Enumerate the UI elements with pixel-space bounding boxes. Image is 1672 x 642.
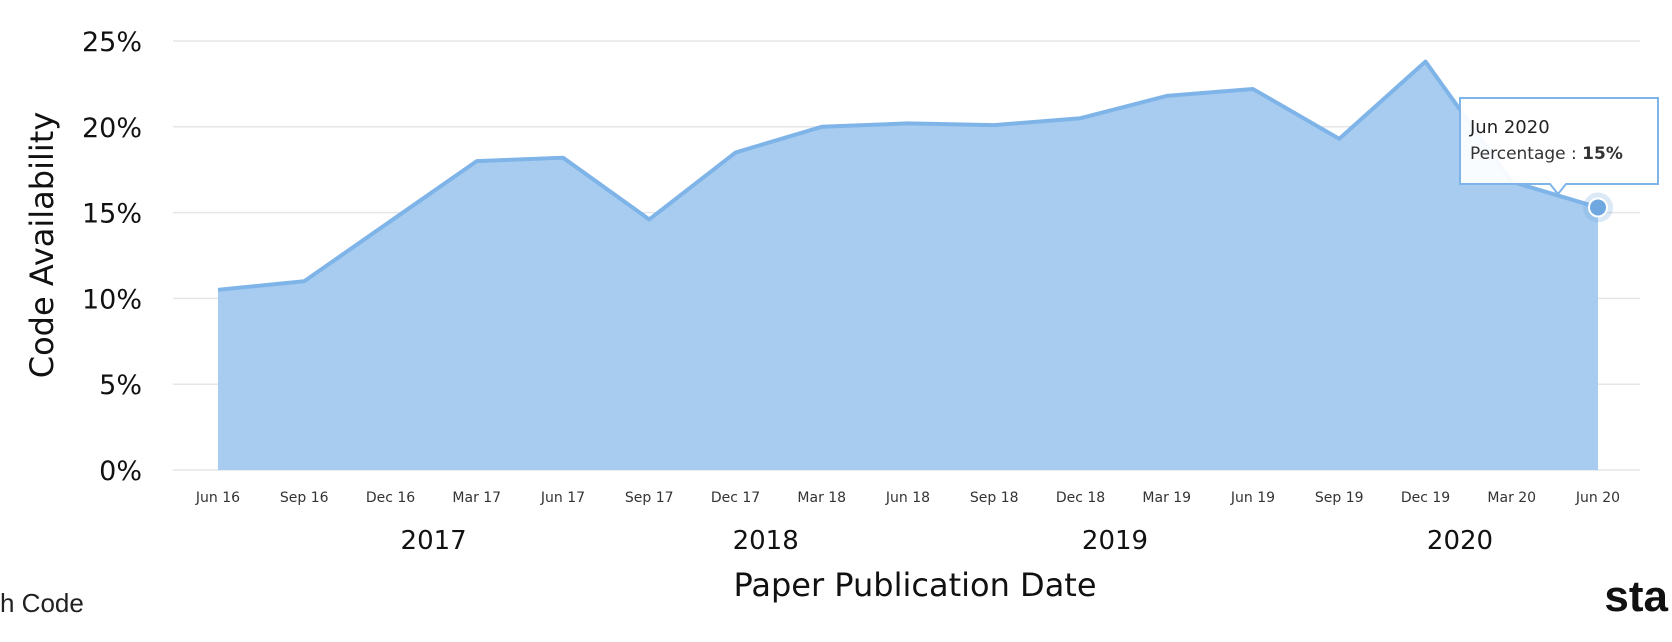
x-tick-label: Sep 17 — [625, 490, 674, 506]
tooltip-body: Percentage : 15% — [1470, 144, 1623, 164]
y-axis-ticks: 0% 5% 10% 15% 20% 25% — [82, 27, 142, 487]
footer-left-text: h Code — [0, 588, 84, 618]
series-line — [217, 59, 1599, 292]
x-tick-label: Jun 20 — [1575, 490, 1620, 506]
area-fill — [218, 61, 1598, 470]
x-tick-label: Mar 17 — [452, 490, 501, 506]
x-tick-label: Dec 18 — [1056, 490, 1105, 506]
footer-right-logo-text: sta — [1604, 572, 1668, 621]
x-axis-title: Paper Publication Date — [733, 566, 1096, 604]
y-tick-label: 15% — [82, 199, 142, 230]
x-tick-label: Sep 18 — [970, 490, 1019, 506]
year-label: 2017 — [401, 526, 467, 556]
x-axis-ticks: Jun 16 Sep 16 Dec 16 Mar 17 Jun 17 Sep 17 Dec … — [195, 490, 1620, 506]
y-tick-label: 5% — [99, 370, 142, 401]
y-tick-label: 10% — [82, 284, 142, 315]
x-tick-label: Mar 19 — [1142, 490, 1191, 506]
tooltip-value: 15% — [1582, 144, 1623, 164]
y-tick-label: 0% — [99, 456, 142, 487]
x-tick-label: Mar 20 — [1487, 490, 1536, 506]
year-label: 2019 — [1082, 526, 1148, 556]
y-tick-label: 20% — [82, 113, 142, 144]
year-label: 2020 — [1427, 526, 1493, 556]
y-axis-title: Code Availability — [23, 112, 61, 379]
tooltip-label: Percentage : — [1470, 144, 1582, 164]
x-tick-label: Mar 18 — [797, 490, 846, 506]
x-tick-label: Dec 19 — [1401, 490, 1450, 506]
tooltip-title: Jun 2020 — [1469, 117, 1550, 138]
x-tick-label: Jun 16 — [195, 490, 240, 506]
year-label: 2018 — [733, 526, 799, 556]
series-area — [217, 59, 1613, 470]
tooltip-box — [1459, 97, 1659, 196]
x-tick-label: Sep 16 — [280, 490, 329, 506]
y-tick-label: 25% — [82, 27, 142, 58]
x-tick-label: Dec 17 — [711, 490, 760, 506]
x-tick-label: Jun 17 — [540, 490, 585, 506]
tooltip: Jun 2020 Percentage : 15% — [1459, 97, 1659, 196]
x-tick-label: Sep 19 — [1315, 490, 1364, 506]
x-tick-label: Jun 19 — [1230, 490, 1275, 506]
active-point-marker[interactable] — [1588, 197, 1608, 218]
x-tick-label: Jun 18 — [885, 490, 930, 506]
year-labels: 2017 2018 2019 2020 — [401, 526, 1494, 556]
x-tick-label: Dec 16 — [366, 490, 415, 506]
